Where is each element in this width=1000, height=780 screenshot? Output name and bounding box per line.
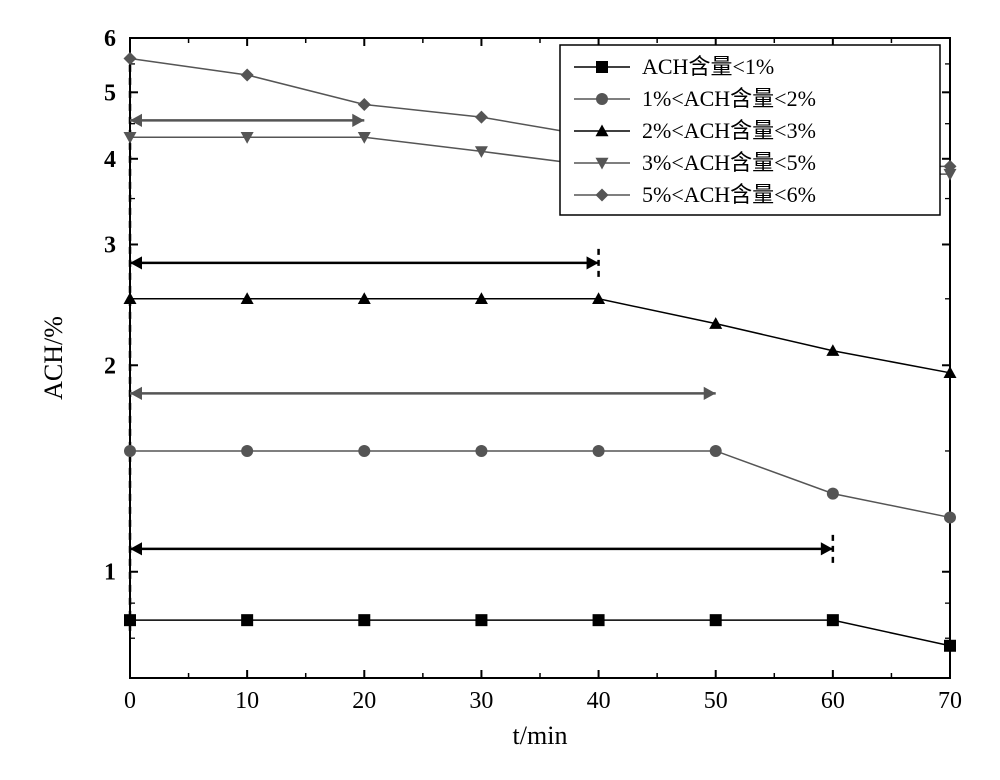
svg-text:1: 1	[104, 560, 116, 586]
svg-text:60: 60	[821, 688, 845, 714]
svg-text:50: 50	[704, 688, 728, 714]
svg-text:2%<ACH含量<3%: 2%<ACH含量<3%	[642, 118, 816, 143]
svg-text:10: 10	[235, 688, 259, 714]
svg-text:6: 6	[104, 26, 116, 52]
svg-text:0: 0	[124, 688, 136, 714]
svg-text:1%<ACH含量<2%: 1%<ACH含量<2%	[642, 86, 816, 111]
chart-svg: 0 10 20 30 40 50 60 70 t/min 1 2 3 4 5 6 ACH/% ACH含量<1% 1…	[0, 0, 1000, 780]
svg-text:ACH/%: ACH/%	[39, 316, 68, 400]
svg-text:4: 4	[104, 147, 116, 173]
svg-text:20: 20	[352, 688, 376, 714]
svg-text:t/min: t/min	[513, 721, 568, 750]
svg-text:5: 5	[104, 80, 116, 106]
svg-text:70: 70	[938, 688, 962, 714]
svg-text:40: 40	[587, 688, 611, 714]
svg-text:30: 30	[469, 688, 493, 714]
svg-text:2: 2	[104, 353, 116, 379]
svg-text:ACH含量<1%: ACH含量<1%	[642, 54, 774, 79]
svg-text:3: 3	[104, 232, 116, 258]
chart-container: 0 10 20 30 40 50 60 70 t/min 1 2 3 4 5 6 ACH/% ACH含量<1% 1…	[0, 0, 1000, 780]
svg-text:5%<ACH含量<6%: 5%<ACH含量<6%	[642, 182, 816, 207]
svg-text:3%<ACH含量<5%: 3%<ACH含量<5%	[642, 150, 816, 175]
